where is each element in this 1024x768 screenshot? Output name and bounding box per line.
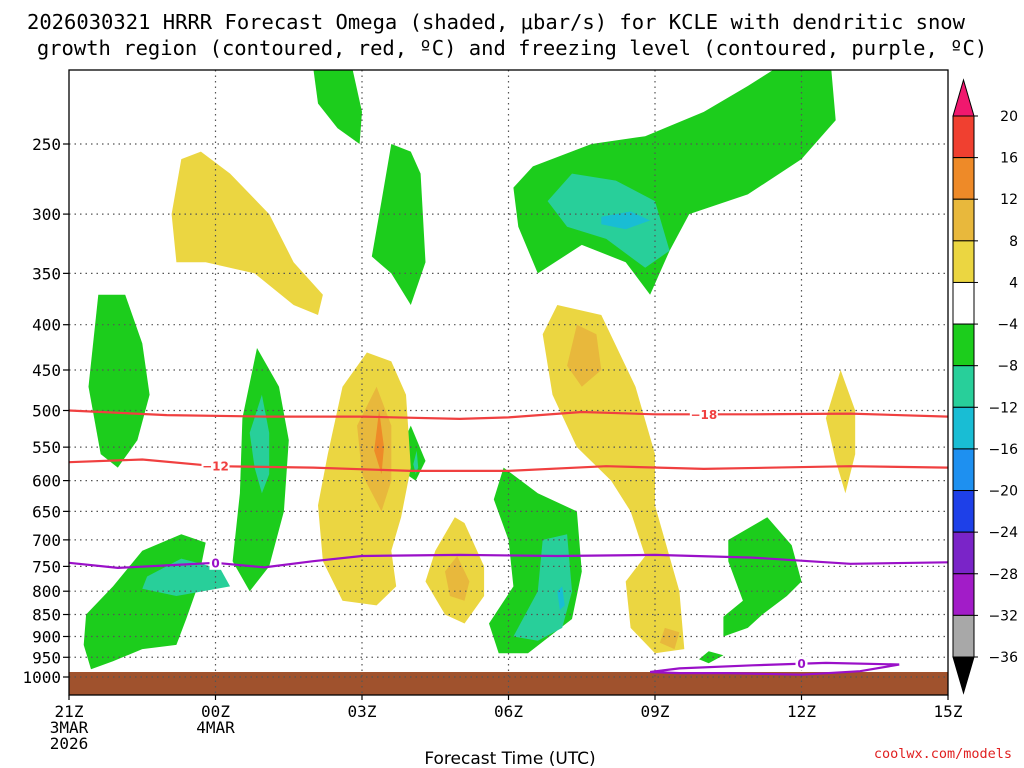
colorbar-bottom-triangle (952, 656, 975, 695)
x-tick-label: 06Z (494, 702, 523, 721)
colorbar-tick-label: −24 (988, 525, 1018, 541)
contour-minus18-label-bg (689, 407, 718, 422)
y-tick-label: 650 (32, 502, 61, 521)
contour-zero-main (69, 553, 948, 570)
contour-zero-main-label-bg (209, 555, 222, 570)
temperature-contours: −18 −12 0 0 (69, 407, 948, 676)
y-tick-label: 400 (32, 316, 61, 335)
y-tick-label: 800 (32, 582, 61, 601)
omega-region-green-upper-small (313, 70, 362, 144)
y-tick-label: 300 (32, 205, 61, 224)
omega-region-green-dot (699, 651, 724, 664)
colorbar-tick-label: 12 (1000, 192, 1018, 208)
y-axis-ticks: 250 300 350 400 450 500 550 600 650 700 750 800 850 9… (22, 135, 69, 687)
colorbar-segment (952, 365, 975, 408)
x-tick-label: 21Z 3MAR 2026 (50, 702, 89, 753)
omega-region-green-upper-jet (513, 70, 836, 295)
omega-region-teal-early (142, 558, 231, 596)
omega-region-cyan-upper (601, 211, 651, 230)
x-tick-label: 09Z (641, 702, 670, 721)
colorbar-tick-label: −32 (988, 608, 1018, 624)
colorbar-tick-label: 20 (1000, 109, 1018, 125)
y-tick-label: 550 (32, 438, 61, 457)
x-axis-label: Forecast Time (UTC) (424, 749, 595, 768)
colorbar-tick-label: −16 (988, 442, 1018, 458)
omega-region-green-midlevel-west (88, 294, 150, 468)
omega-region-yellow-upper (171, 151, 323, 315)
y-tick-label: 600 (32, 472, 61, 491)
omega-region-yellow-12z (825, 370, 856, 494)
colorbar-tick-label: −12 (988, 400, 1018, 416)
omega-region-yellow-03z (318, 352, 411, 606)
contour-zero-loop-label-bg (795, 656, 808, 671)
colorbar-segment (952, 490, 975, 533)
colorbar-segment (952, 115, 975, 159)
contour-minus12-label: −12 (202, 460, 229, 474)
contour-minus12-label-bg (201, 459, 230, 474)
x-tick-label: 15Z (934, 702, 963, 721)
colorbar-tick-label: 8 (1009, 234, 1018, 250)
contour-zero-loop-label: 0 (797, 657, 805, 671)
omega-shading (83, 70, 856, 670)
colorbar-segment (952, 448, 975, 492)
chart-title-line-2: growth region (contoured, red, ºC) and f… (37, 36, 987, 60)
colorbar-segment (952, 573, 975, 616)
y-tick-label: 750 (32, 557, 61, 576)
colorbar-segment (952, 323, 975, 367)
omega-region-yellow-08z (542, 305, 685, 654)
omega-region-green-upper-mid (371, 144, 426, 305)
omega-region-green-10z (723, 517, 802, 637)
y-tick-label: 700 (32, 531, 61, 550)
contour-minus18 (69, 409, 948, 421)
colorbar-tick-label: 16 (1000, 151, 1018, 167)
colorbar-segment (952, 240, 975, 283)
colorbar-tick-label: 4 (1009, 275, 1018, 291)
colorbar-segment (952, 198, 975, 242)
colorbar-segment (952, 531, 975, 575)
omega-region-orange-09z (659, 627, 680, 650)
contour-minus18-label: −18 (690, 408, 717, 422)
colorbar-tick-label: −36 (988, 650, 1018, 666)
colorbar-top-triangle (952, 78, 975, 117)
omega-region-green-early (83, 534, 206, 670)
x-tick-label: 03Z (348, 702, 377, 721)
y-tick-label: 500 (32, 402, 61, 421)
omega-region-orange-08z (567, 324, 602, 387)
chart-title-line-1: 2026030321 HRRR Forecast Omega (shaded, … (27, 10, 966, 34)
colorbar-tick-label: −8 (997, 359, 1018, 375)
colorbar-segment (952, 157, 975, 200)
y-tick-label: 900 (32, 627, 61, 646)
colorbar: 20 16 12 8 4 −4 −8 −12 −16 −20 −24 −28 −32 −36 (952, 78, 1018, 695)
contour-zero-loop (649, 661, 900, 676)
surface-terrain (69, 672, 948, 695)
colorbar-tick-label: −28 (988, 567, 1018, 583)
x-tick-label: 00Z 4MAR (196, 702, 235, 737)
colorbar-tick-label: −20 (988, 484, 1018, 500)
colorbar-segment (952, 406, 975, 450)
y-tick-label: 250 (32, 135, 61, 154)
colorbar-segment (952, 614, 975, 658)
y-tick-label: 450 (32, 361, 61, 380)
y-tick-label: 850 (32, 606, 61, 625)
y-tick-label: 350 (32, 264, 61, 283)
y-tick-label: 1000 (22, 668, 61, 687)
omega-region-teal-06z (513, 534, 572, 641)
contour-minus12 (69, 458, 948, 472)
omega-region-deeporange-03z (374, 410, 384, 475)
x-tick-label: 12Z (787, 702, 816, 721)
contour-zero-main-label: 0 (211, 556, 219, 570)
omega-region-teal-03z (413, 450, 419, 475)
omega-region-teal-00z (249, 394, 270, 494)
y-tick-label: 950 (32, 648, 61, 667)
colorbar-segment (952, 281, 975, 325)
omega-region-orange-05z (445, 556, 470, 601)
credit-text: coolwx.com/models (874, 746, 1012, 762)
omega-region-cyan-06z (557, 586, 565, 610)
colorbar-tick-label: −4 (997, 317, 1018, 333)
x-axis-ticks: 21Z 3MAR 2026 00Z 4MAR 03Z 06Z 09Z 12Z 15Z (50, 695, 963, 753)
